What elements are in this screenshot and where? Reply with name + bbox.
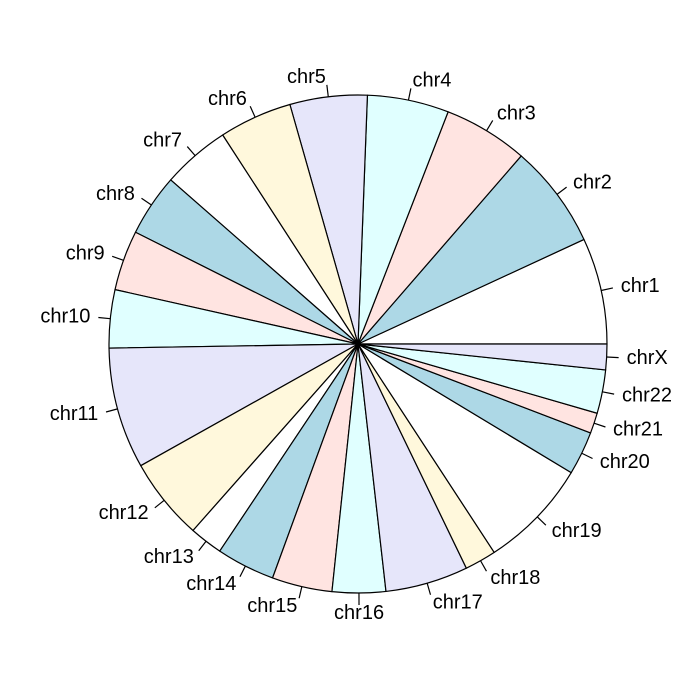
pie-tick-chr9 xyxy=(111,255,124,261)
pie-tick-chr1 xyxy=(601,287,614,292)
pie-slice-chrX xyxy=(357,343,608,371)
pie-slice-chr2 xyxy=(357,155,585,345)
pie-label-chr22: chr22 xyxy=(622,385,672,407)
pie-label-chr13: chr13 xyxy=(144,546,194,568)
pie-label-chr9: chr9 xyxy=(66,243,105,265)
pie-tick-chr4 xyxy=(407,88,412,101)
pie-tick-chr3 xyxy=(486,120,494,132)
pie-tick-chr13 xyxy=(198,540,207,552)
pie-tick-chr8 xyxy=(141,197,152,206)
pie-tick-chr2 xyxy=(556,186,567,195)
pie-tick-chr21 xyxy=(593,422,606,428)
pie-label-chrX: chrX xyxy=(627,347,668,369)
pie-tick-chr17 xyxy=(426,583,432,595)
pie-label-chr4: chr4 xyxy=(413,70,452,92)
pie-label-chr8: chr8 xyxy=(96,183,135,205)
pie-tick-chr11 xyxy=(105,408,118,413)
pie-tick-chr10 xyxy=(98,316,111,320)
pie-label-chr12: chr12 xyxy=(99,502,149,524)
pie-label-chr5: chr5 xyxy=(287,66,326,88)
pie-label-chr19: chr19 xyxy=(552,520,602,542)
pie-tick-chr12 xyxy=(154,499,165,509)
pie-slice-chr19 xyxy=(357,343,572,554)
pie-label-chr17: chr17 xyxy=(433,591,483,613)
pie-tick-chr7 xyxy=(186,146,196,157)
pie-tick-chr15 xyxy=(298,586,303,599)
pie-label-chr6: chr6 xyxy=(208,88,247,110)
pie-tick-chr6 xyxy=(249,106,256,118)
pie-label-chr10: chr10 xyxy=(40,306,90,328)
pie-labels: chr1 chr2 chr3 chr4 chr5 chr6 chr7 chr8 chr9 chr1… xyxy=(40,66,672,624)
pie-tick-chrX xyxy=(606,356,619,359)
pie-label-chr14: chr14 xyxy=(186,573,236,595)
pie-label-ticks xyxy=(98,84,619,606)
pie-label-chr11: chr11 xyxy=(50,403,99,425)
pie-label-chr7: chr7 xyxy=(143,130,182,152)
pie-tick-chr19 xyxy=(536,516,547,526)
pie-label-chr16: chr16 xyxy=(334,602,384,624)
pie-tick-chr22 xyxy=(602,391,615,395)
pie-tick-chr14 xyxy=(239,565,246,578)
pie-slices xyxy=(108,94,608,594)
pie-label-chr3: chr3 xyxy=(497,103,536,125)
pie-label-chr21: chr21 xyxy=(613,419,663,441)
pie-label-chr2: chr2 xyxy=(573,171,612,193)
pie-slice-chr1 xyxy=(357,238,608,345)
pie-tick-chr5 xyxy=(326,84,329,97)
pie-tick-chr18 xyxy=(480,560,487,572)
pie-tick-chr20 xyxy=(581,452,593,460)
pie-label-chr15: chr15 xyxy=(247,595,297,617)
pie-label-chr1: chr1 xyxy=(621,275,660,297)
pie-label-chr18: chr18 xyxy=(490,567,540,589)
pie-label-chr20: chr20 xyxy=(600,451,650,473)
